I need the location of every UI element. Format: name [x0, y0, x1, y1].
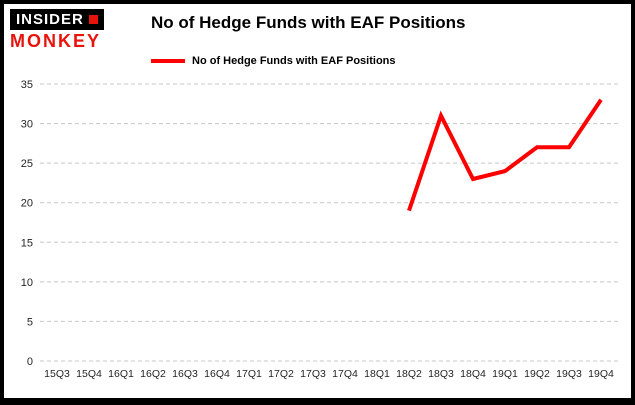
- logo-red-square-icon: [88, 15, 98, 24]
- y-axis-tick-label: 15: [21, 237, 33, 249]
- y-axis-tick-label: 10: [21, 277, 33, 289]
- legend-label: No of Hedge Funds with EAF Positions: [192, 55, 396, 67]
- series-line: [407, 98, 603, 212]
- x-axis-tick-label: 16Q1: [108, 368, 134, 380]
- x-axis-tick-label: 18Q3: [428, 368, 454, 380]
- insider-monkey-logo: INSIDER MONKEY: [10, 9, 120, 52]
- logo-insider-bar: INSIDER: [10, 9, 104, 30]
- x-axis-tick-label: 15Q4: [76, 368, 102, 380]
- logo-insider-text: INSIDER: [16, 11, 84, 28]
- y-axis-tick-label: 0: [27, 356, 33, 368]
- y-axis-tick-label: 35: [21, 79, 33, 91]
- x-axis-tick-label: 16Q3: [172, 368, 198, 380]
- y-axis-tick-label: 5: [27, 316, 33, 328]
- x-axis-tick-label: 16Q4: [204, 368, 230, 380]
- y-axis-tick-label: 25: [21, 158, 33, 170]
- x-axis-tick-label: 19Q3: [556, 368, 582, 380]
- chart-svg: 0 5 10 15 20 25 30 35 15Q3 15Q4 16Q1 16Q2 16Q3 16Q4 17…: [21, 79, 618, 380]
- x-axis-tick-label: 19Q4: [588, 368, 614, 380]
- x-axis-tick-label: 19Q2: [524, 368, 550, 380]
- y-axis-tick-label: 20: [21, 198, 33, 210]
- x-axis-tick-label: 15Q3: [44, 368, 70, 380]
- x-axis-tick-label: 19Q1: [492, 368, 518, 380]
- x-axis-tick-label: 18Q1: [364, 368, 390, 380]
- x-axis-tick-label: 17Q4: [332, 368, 358, 380]
- x-axis-tick-label: 17Q1: [236, 368, 262, 380]
- x-axis-tick-label: 18Q2: [396, 368, 422, 380]
- chart-title: No of Hedge Funds with EAF Positions: [151, 13, 466, 32]
- legend-line-swatch: [151, 59, 185, 63]
- y-axis-tick-label: 30: [21, 119, 33, 131]
- legend: No of Hedge Funds with EAF Positions: [151, 55, 396, 67]
- x-axis-tick-label: 17Q2: [268, 368, 294, 380]
- x-axis-tick-label: 18Q4: [460, 368, 486, 380]
- x-axis-tick-label: 17Q3: [300, 368, 326, 380]
- x-axis-tick-label: 16Q2: [140, 368, 166, 380]
- logo-monkey-text: MONKEY: [10, 31, 102, 51]
